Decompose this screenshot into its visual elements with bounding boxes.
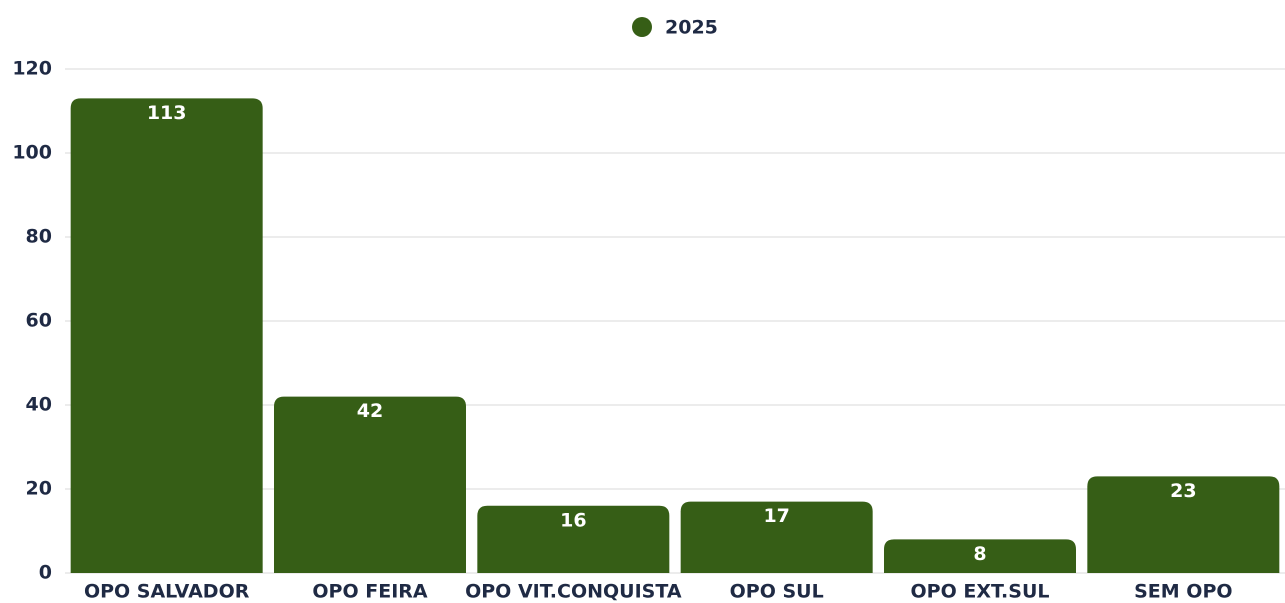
x-tick-label: OPO VIT.CONQUISTA [465, 581, 682, 603]
y-tick-label: 100 [12, 142, 52, 164]
bar [680, 501, 873, 573]
legend-label: 2025 [665, 17, 718, 39]
y-tick-label: 120 [12, 58, 52, 80]
bar [70, 98, 263, 574]
data-label: 17 [763, 505, 789, 527]
y-tick-label: 0 [39, 562, 52, 584]
legend-marker [632, 17, 652, 37]
bar [477, 505, 670, 573]
data-label: 16 [560, 509, 586, 531]
data-label: 42 [357, 400, 383, 422]
data-label: 113 [147, 102, 187, 124]
x-tick-label: OPO EXT.SUL [911, 581, 1050, 603]
y-tick-label: 80 [26, 226, 52, 248]
x-tick-label: OPO FEIRA [312, 581, 428, 603]
data-label: 8 [973, 543, 986, 565]
y-tick-label: 40 [26, 394, 52, 416]
data-label: 23 [1170, 480, 1196, 502]
bar [1087, 476, 1280, 573]
y-tick-label: 60 [26, 310, 52, 332]
y-tick-label: 20 [26, 478, 52, 500]
x-tick-label: OPO SALVADOR [84, 581, 250, 603]
bar [884, 539, 1076, 573]
bar [274, 396, 466, 573]
x-tick-label: OPO SUL [730, 581, 824, 603]
x-tick-label: SEM OPO [1134, 581, 1232, 603]
